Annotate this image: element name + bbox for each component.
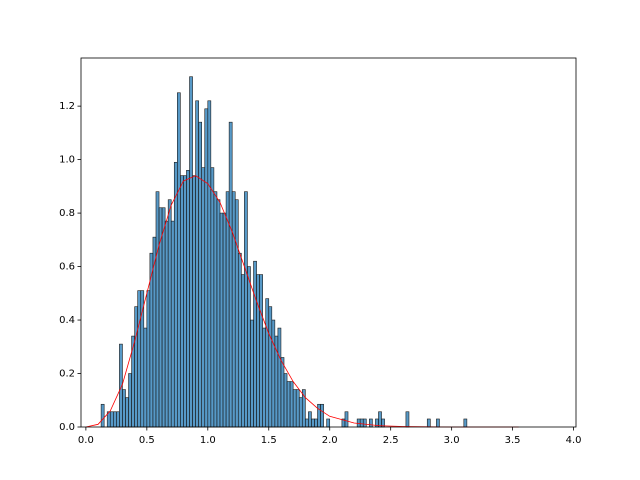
bar [195,100,199,428]
bar [405,411,410,428]
bar [180,175,184,428]
bar [344,411,349,428]
bar [320,403,324,428]
bar [228,121,233,428]
bar [234,199,239,428]
bar [289,381,294,428]
y-tick-label: 0.2 [59,369,75,380]
bar [137,290,142,428]
axes-frame [80,57,577,428]
bar [204,108,209,428]
bar [308,411,312,428]
x-tick-label: 4.0 [566,435,582,446]
bar [259,274,263,428]
bar [116,411,120,428]
density-curve [85,175,519,428]
bar [125,397,129,428]
bar [463,418,468,428]
bar [155,191,160,428]
bar [170,220,175,428]
bar [362,418,367,428]
y-tick-label: 0.6 [59,262,75,273]
bar [241,274,245,428]
y-tick-label: 1.0 [59,155,75,166]
bar [253,260,257,428]
bar [247,266,251,428]
bar [286,381,291,428]
bar [189,76,193,428]
bar [295,389,300,428]
bar [186,170,190,428]
y-tick-label: 0.0 [59,422,75,433]
y-tick-label: 1.2 [59,101,75,112]
bar [311,418,315,428]
bar [201,167,206,428]
bar [167,199,172,428]
y-tick-label: 0.8 [59,208,75,219]
bar [222,212,227,428]
bar [219,212,224,428]
x-tick-label: 0.0 [78,435,94,446]
bar [113,411,117,428]
bar [314,418,318,428]
bar [192,175,196,428]
bar [369,418,373,428]
bar [244,191,248,428]
bar [183,175,187,428]
bar [128,373,132,428]
bar [161,207,166,428]
bar [134,306,138,428]
bar [265,298,270,428]
bar [231,191,236,428]
bar [359,418,364,428]
bar [436,418,440,428]
bar [426,418,431,428]
bar [216,199,221,428]
x-tick-label: 2.0 [322,435,338,446]
bar [198,121,203,428]
bar [213,191,218,428]
bar [305,418,309,428]
bar [262,327,267,428]
bar [271,319,276,428]
bar [256,274,260,428]
bar [210,167,215,428]
bar [378,411,382,428]
bar [177,92,181,428]
bar [237,252,242,428]
bar [277,327,282,428]
bar [109,411,114,428]
bar [143,327,148,428]
bar [146,290,151,428]
x-tick-label: 1.5 [261,435,277,446]
bar [292,389,297,428]
bar [122,389,126,428]
bar [164,220,169,428]
bar [317,403,321,428]
bar [280,357,285,428]
bar [268,306,273,428]
bar [207,100,212,428]
bar [152,236,157,428]
y-tick-label: 0.4 [59,315,75,326]
x-tick-label: 2.5 [383,435,399,446]
bar [298,397,303,428]
bar [250,319,254,428]
x-tick-label: 0.5 [139,435,155,446]
bar [283,373,288,428]
x-tick-label: 3.0 [444,435,460,446]
bar [173,161,178,428]
bar [225,191,230,428]
bar [326,418,331,428]
bar [100,403,105,428]
x-tick-label: 1.0 [200,435,216,446]
x-tick-label: 3.5 [505,435,521,446]
